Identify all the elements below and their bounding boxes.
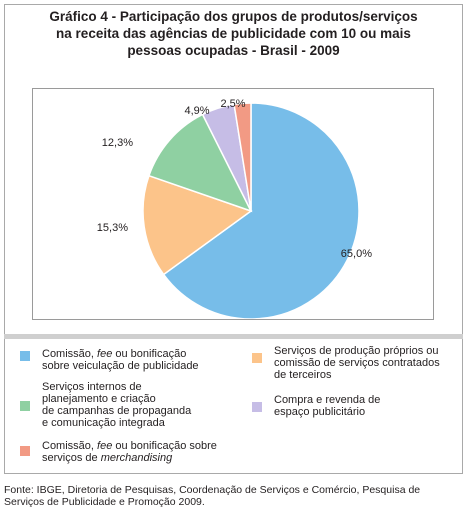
legend-label: Compra e revenda de espaço publicitário bbox=[274, 394, 381, 418]
title-line-3: pessoas ocupadas - Brasil - 2009 bbox=[127, 43, 340, 58]
legend-swatch bbox=[252, 353, 262, 363]
source-note: Fonte: IBGE, Diretoria de Pesquisas, Coo… bbox=[4, 484, 421, 508]
legend-item-comissao-veiculacao: Comissão, fee ou bonificação sobre veicu… bbox=[20, 348, 235, 376]
chart-title: Gráfico 4 - Participação dos grupos de p… bbox=[4, 8, 463, 59]
plot-area: 65,0% 15,3% 12,3% 4,9% 2,5% bbox=[32, 88, 434, 320]
legend-swatch bbox=[252, 402, 262, 412]
pie-slice bbox=[147, 113, 253, 213]
pie-slice bbox=[233, 102, 252, 212]
pie-data-label: 65,0% bbox=[341, 248, 372, 260]
legend-item-servicos-internos: Serviços internos de planejamento e cria… bbox=[20, 381, 235, 433]
legend-item-compra-revenda: Compra e revenda de espaço publicitário bbox=[252, 394, 464, 422]
pie-data-label: 4,9% bbox=[184, 105, 209, 117]
legend-item-servicos-producao: Serviços de produção próprios ou comissã… bbox=[252, 345, 464, 385]
title-line-2: na receita das agências de publicidade c… bbox=[56, 26, 411, 41]
pie-data-label: 12,3% bbox=[102, 137, 133, 149]
legend-swatch bbox=[20, 446, 30, 456]
pie-chart: 65,0% 15,3% 12,3% 4,9% 2,5% bbox=[97, 98, 372, 319]
legend-label: Serviços de produção próprios ou comissã… bbox=[274, 345, 440, 381]
legend-swatch bbox=[20, 401, 30, 411]
legend-label: Serviços internos de planejamento e cria… bbox=[42, 381, 192, 429]
pie-data-label: 2,5% bbox=[220, 98, 245, 110]
pie-slice bbox=[162, 102, 360, 319]
title-line-1: Gráfico 4 - Participação dos grupos de p… bbox=[49, 9, 418, 24]
pie-data-label: 15,3% bbox=[97, 222, 128, 234]
legend-item-comissao-merchandising: Comissão, fee ou bonificação sobre servi… bbox=[20, 440, 235, 468]
pie-slice bbox=[142, 174, 253, 276]
legend-label: Comissão, fee ou bonificação sobre servi… bbox=[42, 440, 217, 464]
legend-label: Comissão, fee ou bonificação sobre veicu… bbox=[42, 348, 199, 372]
legend-swatch bbox=[20, 351, 30, 361]
separator-band bbox=[4, 334, 463, 339]
